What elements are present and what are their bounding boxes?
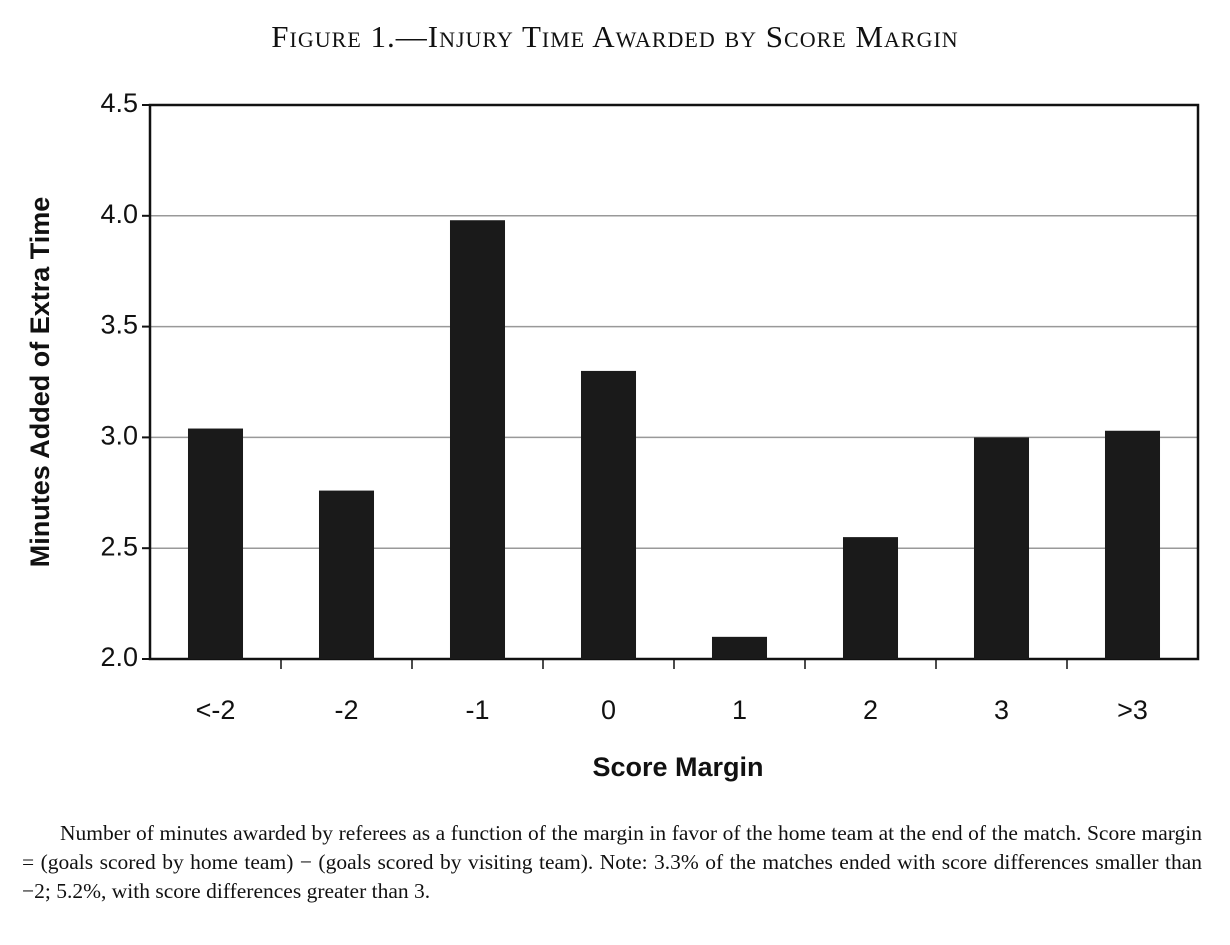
y-axis-label: Minutes Added of Extra Time [25,197,55,568]
bar [711,636,768,659]
y-tick-label: 3.0 [100,421,138,451]
bar [449,220,506,659]
plot-frame [148,103,1200,661]
x-tick-label: -1 [465,695,489,725]
y-tick-label: 2.0 [100,642,138,672]
y-tick-label: 2.5 [100,531,138,561]
x-tick-label: >3 [1117,695,1148,725]
x-tick-label: 0 [601,695,616,725]
bar [318,490,375,659]
chart-title: Figure 1.—Injury Time Awarded by Score M… [271,19,958,54]
bar [842,537,899,659]
x-tick-label: -2 [334,695,358,725]
bar [187,428,244,659]
y-tick-label: 4.0 [100,199,138,229]
x-tick-label: <-2 [196,695,236,725]
y-tick-label: 3.5 [100,310,138,340]
x-tick-label: 2 [863,695,878,725]
bar [973,437,1030,659]
caption: Number of minutes awarded by referees as… [22,821,1202,903]
bar [580,370,637,659]
x-tick-label: 1 [732,695,747,725]
y-tick-label: 4.5 [100,88,138,118]
bar [1104,430,1161,659]
x-axis-label: Score Margin [592,752,763,782]
x-tick-label: 3 [994,695,1009,725]
chart: Figure 1.—Injury Time Awarded by Score M… [25,19,1200,782]
